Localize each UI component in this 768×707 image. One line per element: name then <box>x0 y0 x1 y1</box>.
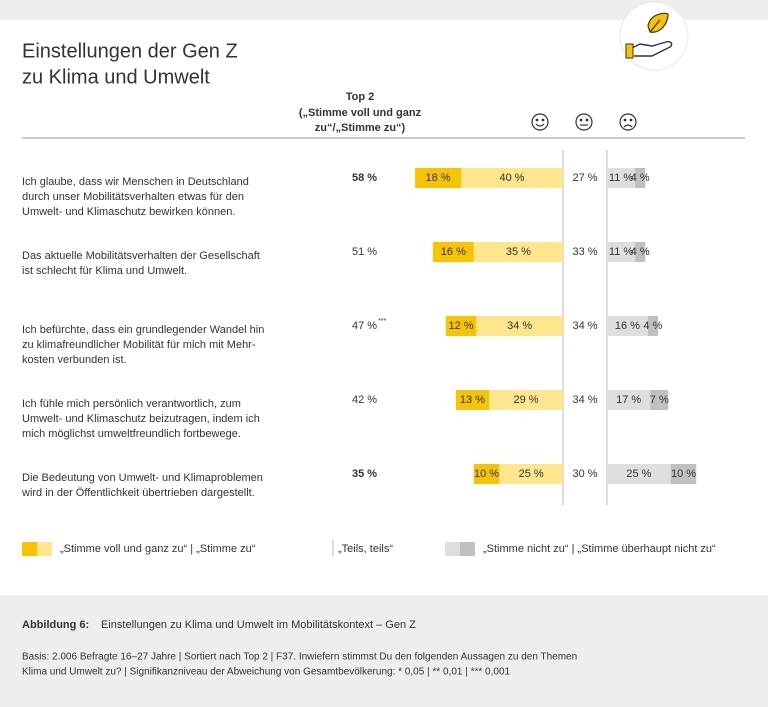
neutral-label: 34 % <box>572 394 597 406</box>
top2-label: 42 % <box>352 394 377 406</box>
bar-segment <box>607 242 636 262</box>
category-label: Umwelt- und Klimaschutz beizutragen, ind… <box>22 413 260 425</box>
category-label: Ich fühle mich persönlich verantwortlich… <box>22 398 241 410</box>
bar-segment <box>473 242 563 262</box>
value-label: 11 % <box>609 246 633 258</box>
value-label: 35 % <box>506 246 531 258</box>
column-header: („Stimme voll und ganz <box>299 107 422 119</box>
category-label: zu klimafreundlicher Mobilität für mich … <box>22 339 256 351</box>
value-label: 4 % <box>643 320 662 332</box>
bar-segment <box>670 464 697 484</box>
legend-swatch <box>37 542 52 556</box>
neutral-label: 30 % <box>572 468 597 480</box>
icon <box>619 1 689 71</box>
category-label: ist schlecht für Klima und Umwelt. <box>22 265 187 277</box>
bar-segment <box>635 168 646 188</box>
value-label: 25 % <box>626 468 651 480</box>
value-label: 10 % <box>474 468 499 480</box>
smileys <box>531 113 637 131</box>
bar-segment <box>461 168 563 188</box>
category-label: wird in der Öffentlichkeit übertrieben d… <box>21 487 255 499</box>
bar-segment <box>607 464 671 484</box>
figure-label: Abbildung 6: <box>22 619 89 631</box>
top2-label: 35 % <box>352 468 377 480</box>
neutral-label: 33 % <box>572 246 597 258</box>
legend-swatch <box>22 542 37 556</box>
top2-label: 51 % <box>352 246 377 258</box>
column-header: Top 2 <box>346 91 375 103</box>
value-label: 18 % <box>426 172 451 184</box>
category-label: durch unser Mobilitätsverhalten etwas fü… <box>22 191 244 203</box>
bar-segment <box>415 168 461 188</box>
bar-segment <box>607 168 636 188</box>
legend-swatch <box>460 542 475 556</box>
bar-segment <box>607 316 648 336</box>
top2-label: 58 % <box>352 172 377 184</box>
neutral-label: 27 % <box>572 172 597 184</box>
panel <box>0 20 768 595</box>
bar-segment <box>432 242 474 262</box>
basis-note: Basis: 2.006 Befragte 16–27 Jahre | Sort… <box>22 652 577 663</box>
legend-label: „Teils, teils“ <box>338 543 393 555</box>
legend-label: „Stimme nicht zu“ | „Stimme überhaupt ni… <box>483 543 716 555</box>
value-label: 4 % <box>631 246 650 258</box>
value-label: 12 % <box>448 320 473 332</box>
value-label: 34 % <box>507 320 532 332</box>
category-label: Ich befürchte, dass ein grundlegender Wa… <box>22 324 264 336</box>
value-label: 11 % <box>609 172 633 184</box>
bar-segment <box>473 464 500 484</box>
top2-label: 47 % <box>352 320 377 332</box>
value-label: 29 % <box>513 394 538 406</box>
bar-segment <box>445 316 477 336</box>
value-label: 13 % <box>460 394 485 406</box>
value-label: 10 % <box>671 468 696 480</box>
value-label: 7 % <box>650 394 669 406</box>
significance-note: *** <box>378 318 386 325</box>
legend-label: „Stimme voll und ganz zu“ | „Stimme zu“ <box>60 543 256 555</box>
value-label: 16 % <box>615 320 640 332</box>
bar-segment <box>647 316 658 336</box>
category-label: Ich glaube, dass wir Menschen in Deutsch… <box>22 176 249 188</box>
value-label: 40 % <box>499 172 524 184</box>
value-label: 4 % <box>631 172 650 184</box>
value-label: 25 % <box>519 468 544 480</box>
chart-title: Einstellungen der Gen Z <box>22 40 238 62</box>
bar-segment <box>476 316 563 336</box>
bar-segment <box>607 390 651 410</box>
category-label: Die Bedeutung von Umwelt- und Klimaprobl… <box>22 472 263 484</box>
category-label: Das aktuelle Mobilitätsverhalten der Ges… <box>22 250 260 262</box>
column-header: zu“/„Stimme zu“) <box>315 122 406 134</box>
bar-segment <box>499 464 563 484</box>
legend-swatch <box>445 542 460 556</box>
bar-segment <box>489 390 563 410</box>
bar-segment <box>455 390 490 410</box>
neutral-label: 34 % <box>572 320 597 332</box>
bar-segment <box>650 390 669 410</box>
figure-caption: Einstellungen zu Klima und Umwelt im Mob… <box>101 619 416 631</box>
value-label: 17 % <box>616 394 641 406</box>
bar-segment <box>635 242 646 262</box>
basis-note: Klima und Umwelt zu? | Signifikanzniveau… <box>22 667 511 678</box>
category-label: mich möglichst umweltfreundlich fortbewe… <box>22 428 241 440</box>
chart-title: zu Klima und Umwelt <box>22 66 210 88</box>
value-label: 16 % <box>441 246 466 258</box>
category-label: Umwelt- und Klimaschutz bewirken können. <box>22 206 235 218</box>
category-label: kosten verbunden ist. <box>22 354 127 366</box>
